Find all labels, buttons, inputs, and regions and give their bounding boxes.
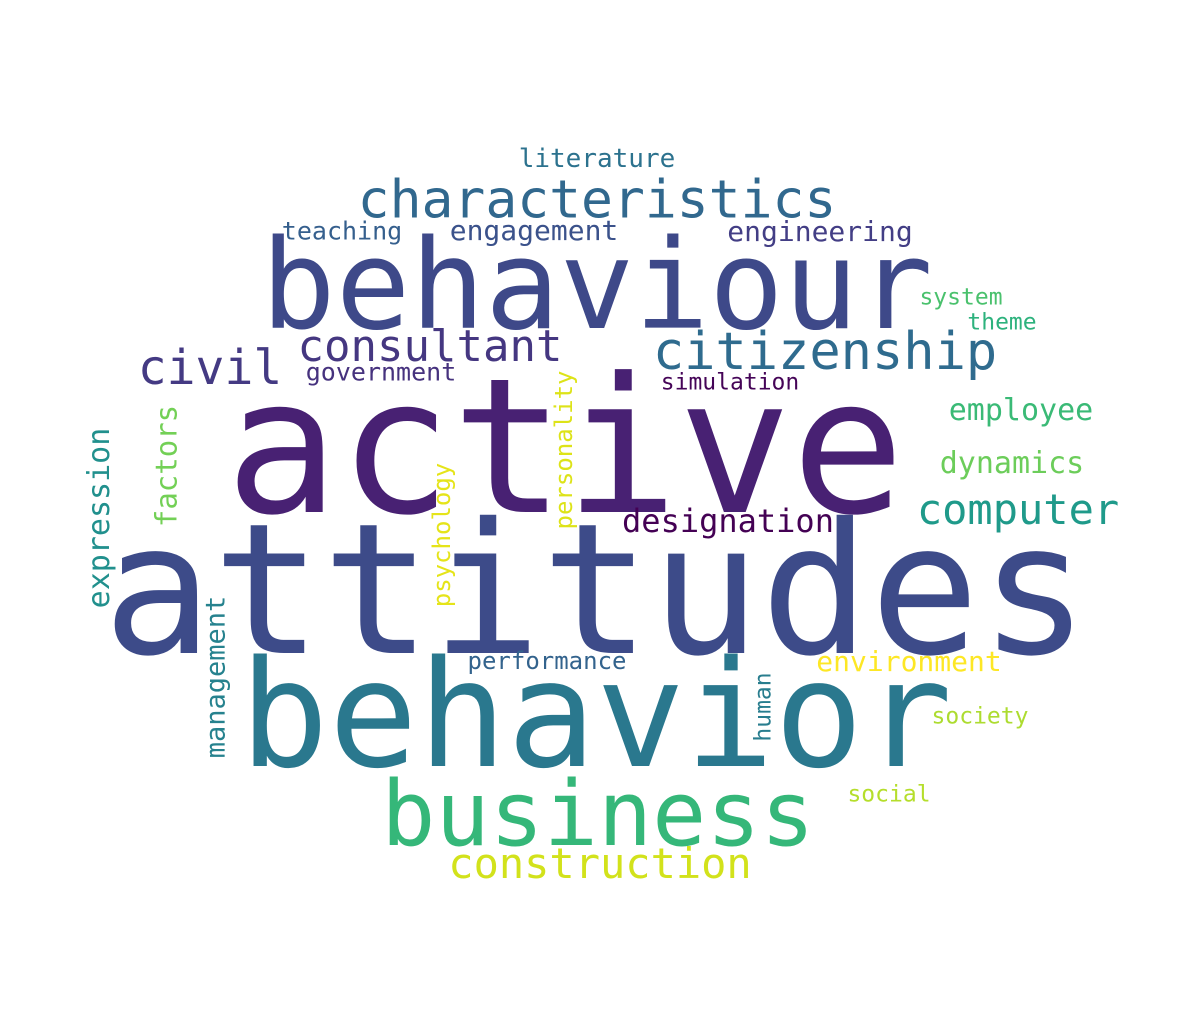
word-civil: civil: [137, 340, 283, 396]
word-engagement: engagement: [449, 214, 619, 247]
word-environment: environment: [816, 645, 1002, 678]
word-psychology: psychology: [428, 462, 456, 608]
word-business: business: [381, 762, 815, 867]
word-simulation: simulation: [660, 369, 800, 396]
word-theme: theme: [967, 309, 1037, 336]
word-attitudes: attitudes: [102, 484, 1090, 696]
word-teaching: teaching: [281, 216, 403, 246]
word-citizenship: citizenship: [652, 322, 998, 382]
word-construction: construction: [448, 839, 752, 888]
word-designation: designation: [622, 502, 834, 540]
word-society: society: [931, 703, 1029, 730]
word-system: system: [919, 284, 1003, 311]
word-management: management: [200, 595, 232, 759]
word-social: social: [847, 781, 931, 808]
word-characteristics: characteristics: [357, 169, 837, 231]
word-factors: factors: [149, 404, 184, 528]
word-behaviour: behaviour: [261, 214, 933, 358]
word-dynamics: dynamics: [939, 446, 1085, 481]
word-expression: expression: [82, 427, 117, 609]
word-consultant: consultant: [297, 321, 563, 372]
word-personality: personality: [550, 370, 578, 530]
word-government: government: [305, 357, 457, 387]
word-engineering: engineering: [727, 215, 913, 248]
word-employee: employee: [948, 393, 1094, 428]
word-active: active: [225, 338, 905, 557]
word-performance: performance: [467, 647, 627, 675]
word-literature: literature: [518, 144, 676, 174]
word-computer: computer: [916, 485, 1120, 534]
word-human: human: [750, 672, 777, 742]
word-behavior: behavior: [239, 629, 953, 801]
